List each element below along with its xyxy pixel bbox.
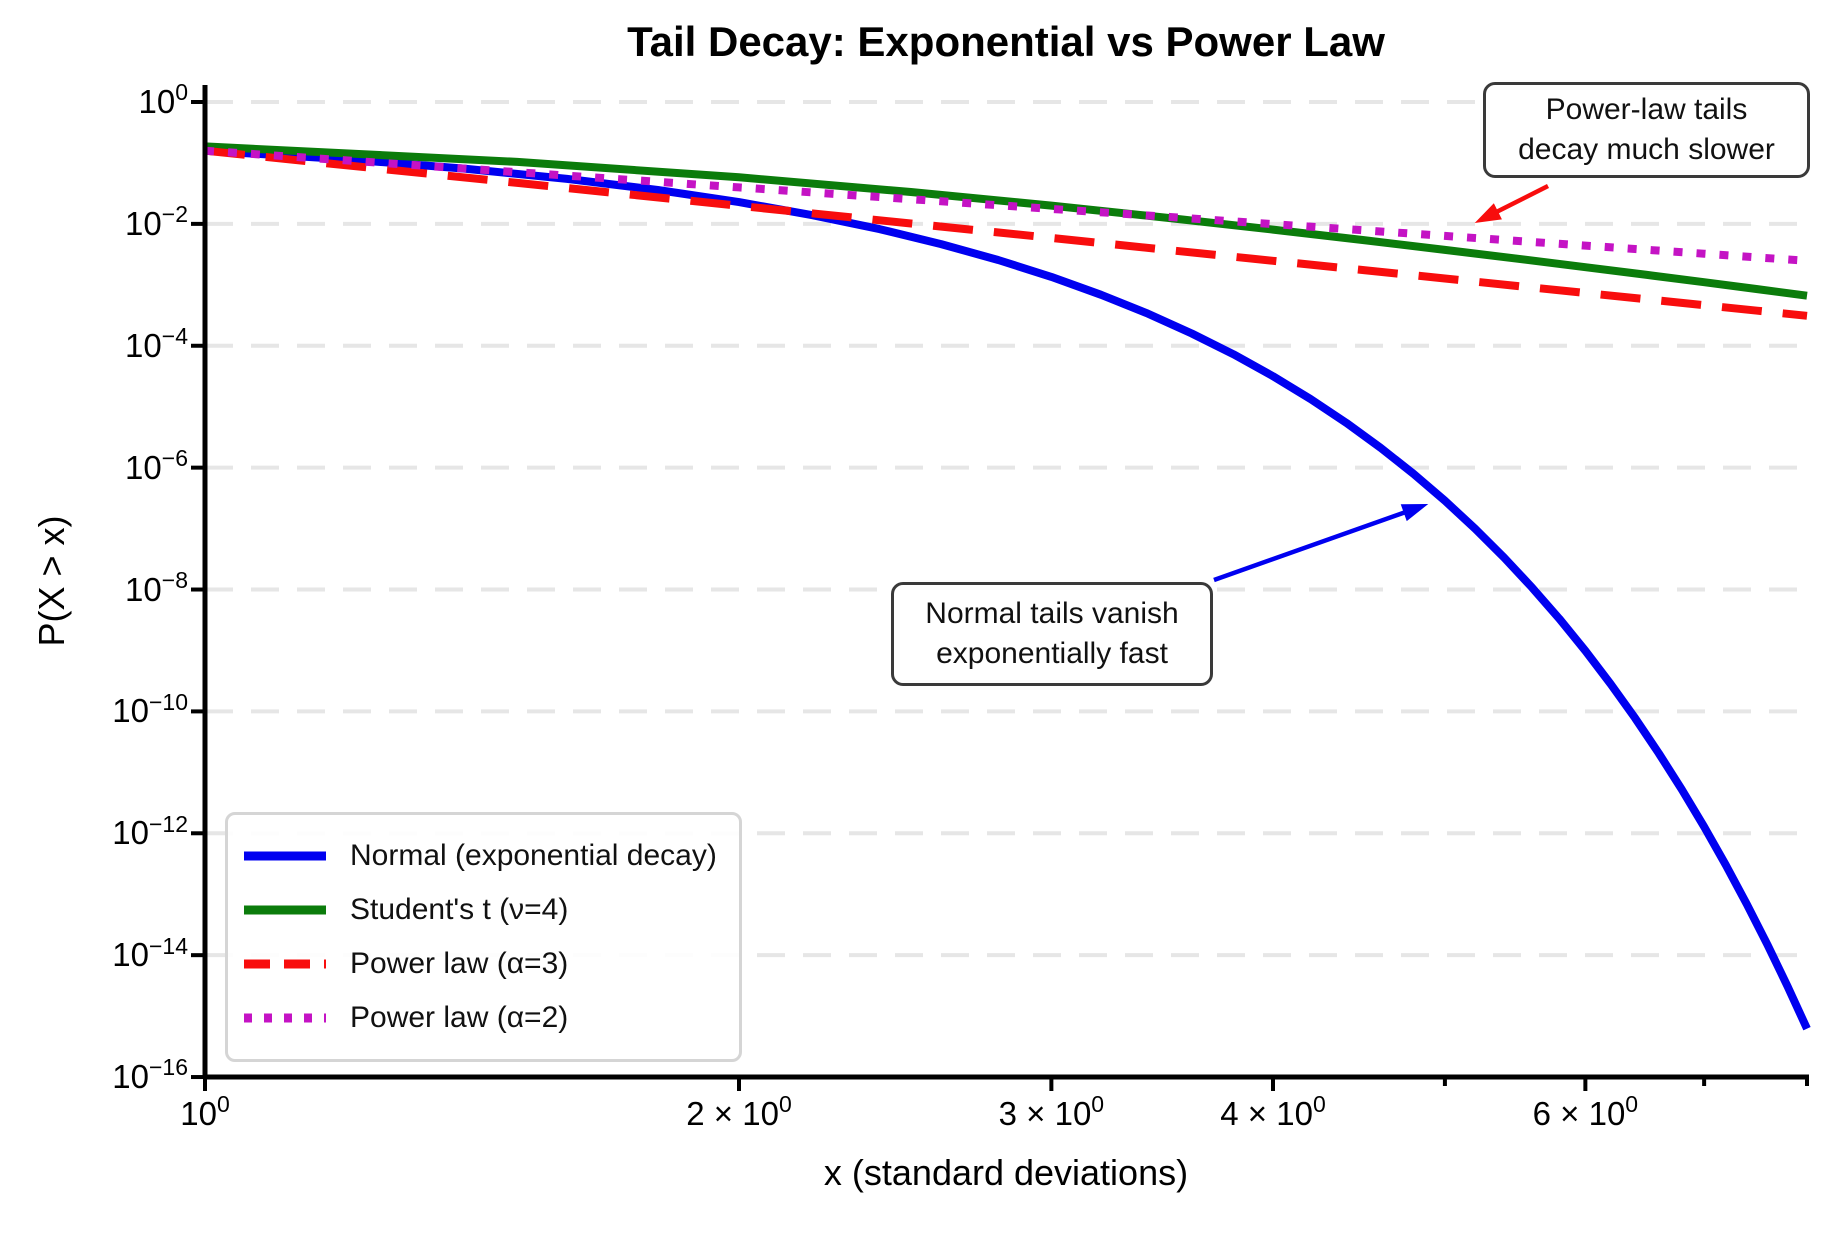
y-axis-label: P(X > x) xyxy=(31,515,72,647)
annotation-arrowhead-powerlaw xyxy=(1474,203,1502,224)
y-tick-label: 10−10 xyxy=(112,688,188,730)
x-tick-label: 2 × 100 xyxy=(686,1091,792,1132)
legend: Normal (exponential decay) Student's t (… xyxy=(225,812,742,1062)
y-tick-label: 10−14 xyxy=(112,932,188,974)
legend-label: Student's t (ν=4) xyxy=(350,893,569,926)
annotation-arrowhead-normal xyxy=(1400,503,1429,522)
y-tick-label: 10−6 xyxy=(125,444,188,486)
x-tick-label: 6 × 100 xyxy=(1532,1091,1639,1132)
legend-item-normal: Normal (exponential decay) xyxy=(242,832,739,880)
series-line-2 xyxy=(204,146,1808,320)
y-tick-label: 10−2 xyxy=(125,201,188,242)
legend-item-student-t: Student's t (ν=4) xyxy=(242,886,739,934)
legend-label: Normal (exponential decay) xyxy=(350,839,717,872)
y-tick-label: 10−8 xyxy=(125,566,188,608)
y-tick-label: 10−4 xyxy=(125,323,188,364)
legend-label: Power law (α=2) xyxy=(350,1001,569,1034)
x-axis-label: x (standard deviations) xyxy=(823,1152,1189,1193)
legend-item-power-law-3: Power law (α=3) xyxy=(242,940,739,988)
legend-swatch-power-law-2-line xyxy=(244,1013,326,1023)
x-tick-label: 100 xyxy=(180,1091,230,1132)
annotation-text-line: Normal tails vanish xyxy=(925,597,1179,630)
series-line-0 xyxy=(204,146,1811,1031)
x-tick-label: 3 × 100 xyxy=(998,1091,1105,1132)
annotation-text-line: Power-law tails xyxy=(1545,93,1748,126)
annotation-text-line: decay much slower xyxy=(1518,133,1775,166)
y-tick-label: 100 xyxy=(138,79,188,120)
legend-swatch-student-t-line xyxy=(244,905,326,915)
legend-item-power-law-2: Power law (α=2) xyxy=(242,994,739,1042)
y-tick-label: 10−16 xyxy=(112,1054,188,1096)
legend-swatch-power-law-3-line xyxy=(244,959,326,969)
legend-swatch-normal-line xyxy=(244,851,326,861)
annotation-text-line: exponentially fast xyxy=(936,637,1168,670)
series-line-1 xyxy=(204,142,1808,300)
annotation-powerlaw-tails: Power-law tails decay much slower xyxy=(1483,82,1810,178)
y-tick-label: 10−12 xyxy=(112,810,188,852)
x-tick-label: 4 × 100 xyxy=(1220,1091,1326,1132)
annotation-arrow-powerlaw xyxy=(1489,183,1550,217)
annotation-arrow-normal xyxy=(1213,507,1412,583)
annotation-normal-tails: Normal tails vanish exponentially fast xyxy=(891,582,1213,686)
legend-label: Power law (α=3) xyxy=(350,947,569,980)
chart-title: Tail Decay: Exponential vs Power Law xyxy=(627,18,1385,65)
